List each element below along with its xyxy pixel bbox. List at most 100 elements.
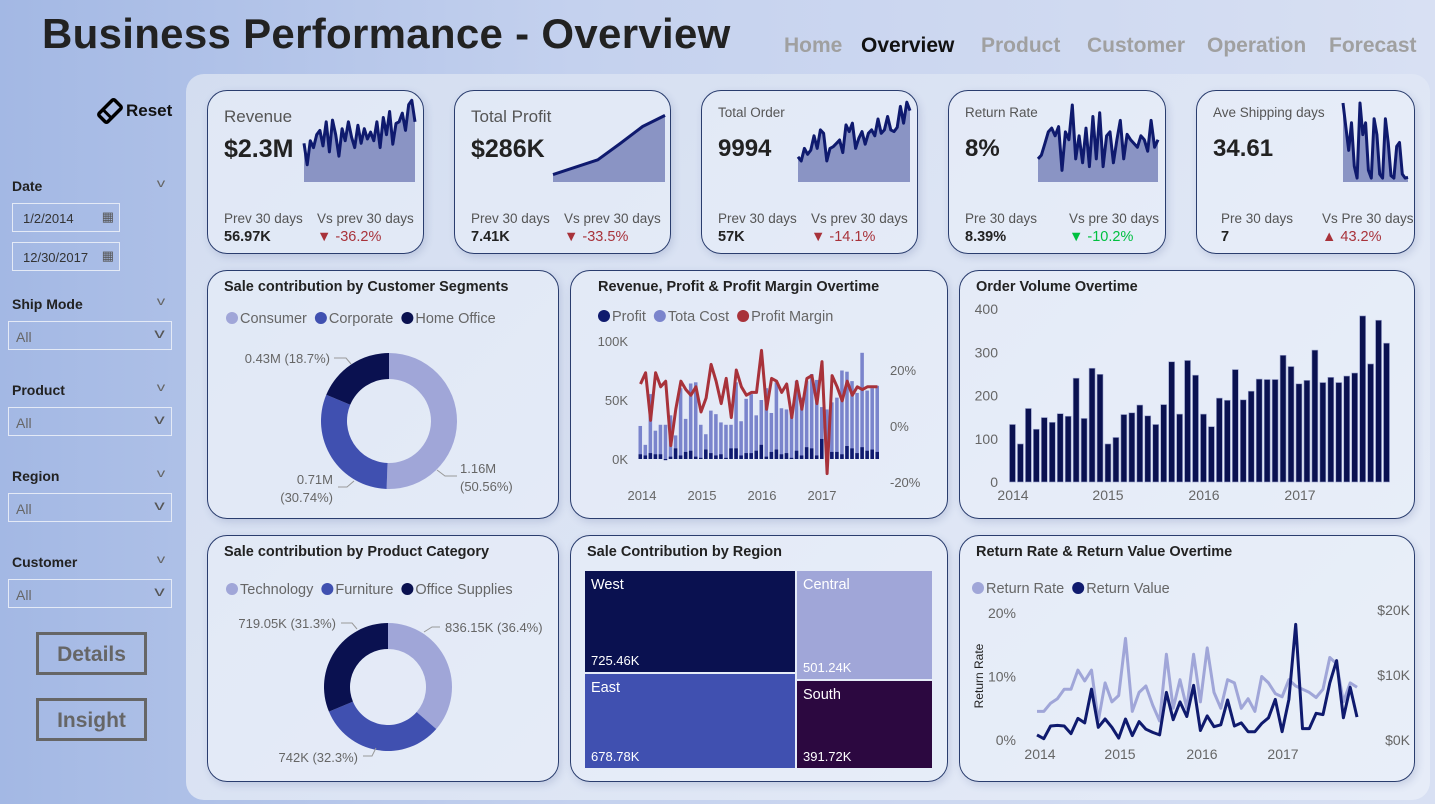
customer-select[interactable]: All v (8, 579, 172, 608)
customer-filter-label: Customer (12, 554, 78, 570)
chevron-down-icon[interactable]: v (156, 466, 166, 480)
kpi-prev-label: Prev 30 days (224, 211, 303, 226)
calendar-icon[interactable]: ▦ (101, 248, 114, 263)
tile-label: South (803, 687, 841, 703)
ship-mode-select[interactable]: All v (8, 321, 172, 350)
kpi-title: Ave Shipping days (1213, 105, 1325, 120)
triangle-down-icon: ▼ (811, 229, 826, 245)
calendar-icon[interactable]: ▦ (101, 209, 114, 224)
kpi-vs-label: Vs Pre 30 days (1322, 211, 1414, 226)
ship-mode-filter-label: Ship Mode (12, 296, 83, 312)
kpi-card-ave-shipping-days: Ave Shipping days 34.61 Pre 30 days 7 Vs… (1196, 90, 1415, 254)
chevron-down-icon: v (154, 325, 165, 341)
chart-title: Return Rate & Return Value Overtime (976, 544, 1233, 560)
tile-value: 725.46K (591, 653, 640, 668)
chevron-down-icon[interactable]: v (156, 552, 166, 566)
end-date-value: 12/30/2017 (23, 250, 89, 265)
product-select[interactable]: All v (8, 407, 172, 436)
chevron-down-icon[interactable]: v (156, 380, 166, 394)
kpi-prev-value: 8.39% (965, 229, 1007, 245)
page-title: Business Performance - Overview (42, 10, 731, 57)
nav-operation[interactable]: Operation (1207, 34, 1307, 57)
date-filter-label: Date (12, 178, 43, 194)
start-date-input[interactable]: 1/2/2014 ▦ (12, 203, 120, 232)
kpi-card-revenue: Revenue $2.3M Prev 30 days 56.97K Vs pre… (207, 90, 424, 254)
order-volume-chart-card: Order Volume Overtime (959, 270, 1415, 519)
kpi-card-total-order: Total Order 9994 Prev 30 days 57K Vs pre… (701, 90, 918, 254)
nav-product[interactable]: Product (981, 34, 1061, 57)
treemap-tile-south[interactable]: South 391.72K (797, 681, 932, 768)
region-filter-label: Region (12, 468, 60, 484)
product-value: All (16, 415, 32, 431)
tile-label: West (591, 577, 624, 593)
triangle-down-icon: ▼ (1069, 229, 1084, 245)
start-date-value: 1/2/2014 (23, 211, 74, 226)
kpi-title: Total Order (718, 105, 785, 120)
reset-label: Reset (126, 101, 173, 120)
chart-title: Revenue, Profit & Profit Margin Overtime (598, 279, 880, 295)
kpi-prev-label: Pre 30 days (965, 211, 1038, 226)
eraser-icon (97, 98, 123, 124)
region-value: All (16, 501, 32, 517)
product-filter-label: Product (12, 382, 65, 398)
tile-label: Central (803, 577, 850, 593)
kpi-delta: -10.2% (1087, 229, 1134, 245)
triangle-up-icon: ▲ (1322, 229, 1337, 245)
nav-customer[interactable]: Customer (1087, 34, 1186, 57)
chart-title: Order Volume Overtime (976, 279, 1138, 295)
chart-title: Sale Contribution by Region (587, 544, 782, 560)
triangle-down-icon: ▼ (564, 229, 579, 245)
revenue-profit-chart-card: Revenue, Profit & Profit Margin Overtime (570, 270, 948, 519)
kpi-vs-label: Vs prev 30 days (317, 211, 414, 226)
treemap-tile-central[interactable]: Central 501.24K (797, 571, 932, 679)
nav-overview[interactable]: Overview (861, 34, 955, 57)
kpi-value: 9994 (718, 135, 772, 162)
chevron-down-icon: v (154, 411, 165, 427)
nav-home[interactable]: Home (784, 34, 843, 57)
chevron-down-icon: v (154, 497, 165, 513)
kpi-prev-value: 56.97K (224, 229, 271, 245)
kpi-value: $286K (471, 135, 545, 163)
kpi-title: Revenue (224, 107, 293, 126)
nav-forecast[interactable]: Forecast (1329, 34, 1417, 57)
kpi-prev-value: 7 (1221, 229, 1230, 245)
kpi-value: $2.3M (224, 135, 294, 163)
ship-mode-value: All (16, 329, 32, 345)
kpi-value: 8% (965, 135, 1000, 162)
segment-chart-card: Sale contribution by Customer Segments (207, 270, 559, 519)
kpi-prev-value: 7.41K (471, 229, 510, 245)
tile-label: East (591, 680, 621, 696)
kpi-title: Return Rate (965, 105, 1038, 120)
kpi-prev-label: Pre 30 days (1221, 211, 1294, 226)
reset-button[interactable]: Reset (95, 96, 172, 126)
region-select[interactable]: All v (8, 493, 172, 522)
triangle-down-icon: ▼ (317, 229, 332, 245)
kpi-prev-label: Prev 30 days (718, 211, 797, 226)
tile-value: 501.24K (803, 660, 852, 675)
chevron-down-icon[interactable]: v (156, 294, 166, 308)
chevron-down-icon[interactable]: v (156, 176, 166, 190)
kpi-vs-label: Vs prev 30 days (811, 211, 908, 226)
details-button[interactable]: Details (36, 632, 147, 675)
kpi-delta: 43.2% (1340, 229, 1382, 245)
kpi-card-total-profit: Total Profit $286K Prev 30 days 7.41K Vs… (454, 90, 671, 254)
return-chart-card: Return Rate & Return Value Overtime (959, 535, 1415, 782)
kpi-title: Total Profit (471, 107, 552, 126)
customer-value: All (16, 587, 32, 603)
kpi-delta: -14.1% (829, 229, 876, 245)
kpi-vs-label: Vs prev 30 days (564, 211, 661, 226)
end-date-input[interactable]: 12/30/2017 ▦ (12, 242, 120, 271)
kpi-delta: -36.2% (335, 229, 382, 245)
chart-title: Sale contribution by Customer Segments (224, 279, 509, 295)
treemap-tile-east[interactable]: East 678.78K (585, 674, 795, 768)
kpi-card-return-rate: Return Rate 8% Pre 30 days 8.39% Vs pre … (948, 90, 1166, 254)
chart-title: Sale contribution by Product Category (224, 544, 490, 560)
tile-value: 678.78K (591, 749, 640, 764)
kpi-prev-value: 57K (718, 229, 745, 245)
tile-value: 391.72K (803, 749, 852, 764)
insight-button[interactable]: Insight (36, 698, 147, 741)
kpi-prev-label: Prev 30 days (471, 211, 550, 226)
treemap-tile-west[interactable]: West 725.46K (585, 571, 795, 672)
kpi-value: 34.61 (1213, 135, 1274, 162)
category-chart-card: Sale contribution by Product Category (207, 535, 559, 782)
